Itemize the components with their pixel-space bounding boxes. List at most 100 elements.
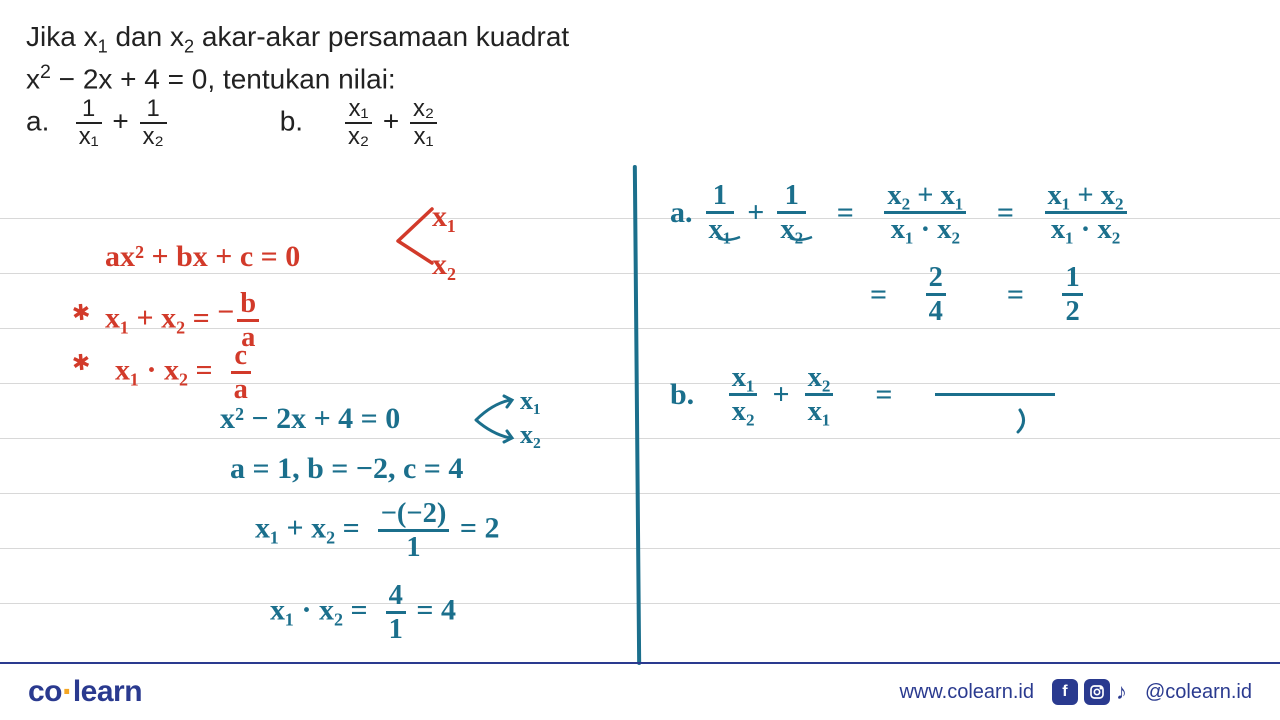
lhs: x₁ · x₂ = [115,354,213,387]
den: x₂ [729,396,758,427]
sup2: 2 [40,61,51,83]
num: 4 [386,580,406,614]
num: −(−2) [378,498,450,532]
den: 1 [386,614,406,645]
label: a. [670,196,693,230]
eq: = [1007,278,1024,312]
frac: ca [231,340,251,406]
social-icons: f ♪ [1052,679,1127,705]
instagram-icon [1084,679,1110,705]
general-quadratic: ax² + bx + c = 0 [105,240,300,274]
frac: 41 [386,580,406,646]
frac: −(−2)1 [378,498,450,564]
den: x₁ [76,124,102,150]
tiktok-icon: ♪ [1116,679,1127,705]
frac: x₂x₁ [410,96,437,150]
num: 1 [706,180,735,214]
lhs: x₁ + x₂ = [255,512,360,545]
den: x₂ [345,124,372,150]
result: = 2 [460,512,500,545]
specific-quadratic: x² − 2x + 4 = 0 [220,402,400,436]
plus: + [112,106,136,137]
rule-line [0,438,1280,439]
opt-b-label: b. [280,106,303,137]
num: x₂ [410,96,437,124]
plus: + [772,378,789,412]
brand-logo: co·learn [28,673,142,712]
txt: Jika x [26,21,98,52]
den: x₂ [140,124,167,150]
num: 1 [76,96,102,124]
num: x₁ [729,362,758,396]
prod-formula: x₁ · x₂ = ca [115,340,254,406]
num: x₁ [345,96,372,124]
frac: x₁ + x₂x₁ · x₂ [1045,180,1127,246]
plus: + [747,196,764,230]
num [935,362,1055,396]
problem-line1: Jika x1 dan x2 akar-akar persamaan kuadr… [26,18,569,59]
brand-co: co [28,675,62,708]
num: b [237,288,259,322]
den: 1 [378,532,450,563]
eq: = [875,378,892,412]
rule-line [0,493,1280,494]
root-x2: x₂ [432,248,456,282]
option-b: b. x₁x₂ + x₂x₁ [280,96,440,150]
solution-a-row2: = 24 = 12 [870,262,1086,328]
den: 2 [1062,296,1082,327]
den: a [231,374,251,405]
txt: akar-akar persamaan kuadrat [194,21,569,52]
frac: x₁x₂ [729,362,758,428]
prod-computation: x₁ · x₂ = 41 = 4 [270,580,456,646]
scribble-icon [1010,402,1060,442]
branch-icon [390,195,470,273]
num: x₂ [805,362,834,396]
num: 1 [777,180,806,214]
problem-statement: Jika x1 dan x2 akar-akar persamaan kuadr… [26,18,569,98]
frac: 1x₁ [76,96,102,150]
problem-options: a. 1x₁ + 1x₂ b. x₁x₂ + x₂x₁ [26,96,440,150]
sub1: 1 [98,37,108,57]
num: 2 [926,262,946,296]
lhs: x₁ · x₂ = [270,594,368,627]
frac: 12 [1062,262,1082,328]
root-x1: x₁ [520,386,541,416]
facebook-icon: f [1052,679,1078,705]
frac: 1x₂ [140,96,167,150]
frac: x₁x₂ [345,96,372,150]
brand-dot-icon: · [62,673,73,711]
eq: = [837,196,854,230]
footer-handle: @colearn.id [1145,681,1252,704]
den: x₁ · x₂ [884,214,966,245]
root-x2: x₂ [520,420,541,450]
eq: = [997,196,1014,230]
num: 1 [140,96,167,124]
plus: + [383,106,407,137]
frac: 24 [926,262,946,328]
den: x₁ [410,124,437,150]
option-a: a. 1x₁ + 1x₂ [26,96,170,150]
root-x1: x₁ [432,200,456,234]
den: x₁ [805,396,834,427]
coefficients: a = 1, b = −2, c = 4 [230,452,463,486]
den: x₁ · x₂ [1045,214,1127,245]
txt: x [26,63,40,94]
frac: x₂ + x₁x₁ · x₂ [884,180,966,246]
brand-learn: learn [73,675,142,708]
eq: = [870,278,887,312]
underline-mark-icon [716,232,746,244]
num: 1 [1062,262,1082,296]
footer: co·learn www.colearn.id f ♪ @colearn.id [0,662,1280,720]
underline-mark-icon [788,232,818,244]
label: b. [670,378,694,412]
footer-right: www.colearn.id f ♪ @colearn.id [899,679,1252,705]
lhs: x₁ + x₂ = [105,302,210,335]
den: 4 [926,296,946,327]
asterisk-icon: ✱ [71,349,92,377]
result: = 4 [416,594,456,627]
sum-computation: x₁ + x₂ = −(−2)1 = 2 [255,498,500,564]
num: x₂ + x₁ [884,180,966,214]
asterisk-icon: ✱ [71,299,92,327]
footer-url: www.colearn.id [899,681,1034,704]
solution-b-row1: b. x₁x₂ + x₂x₁ = [670,362,1058,428]
